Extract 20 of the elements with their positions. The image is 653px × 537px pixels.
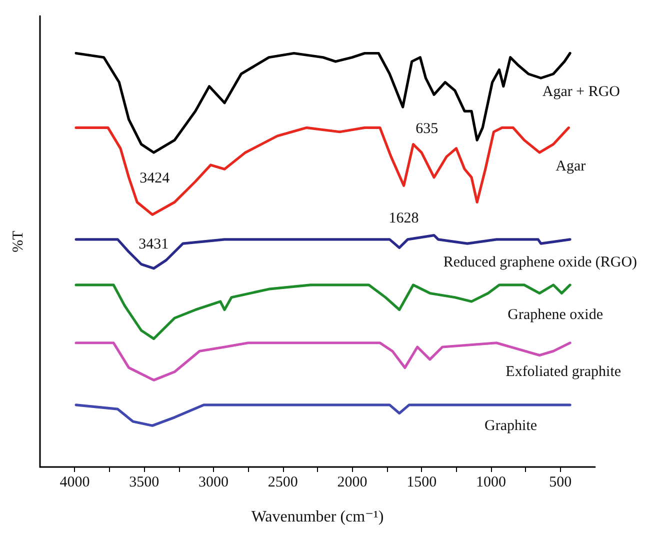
x-tick-label: 1000	[476, 474, 506, 490]
series-label: Reduced graphene oxide (RGO)	[443, 254, 638, 270]
series-label: Exfoliated graphite	[506, 364, 622, 380]
annotation: 3431	[138, 236, 169, 253]
x-tick-label: 1500	[406, 474, 437, 490]
x-axis-title: Wavenumber (cm⁻¹)	[251, 508, 384, 526]
annotation: 1628	[388, 210, 419, 227]
x-tick-label: 3500	[129, 474, 160, 490]
x-tick-label: 2500	[268, 474, 298, 490]
series-label: Graphene oxide	[508, 306, 604, 323]
annotation: 635	[416, 121, 438, 138]
x-tick-label: 2000	[337, 474, 368, 490]
series-label: Agar + RGO	[542, 84, 620, 100]
x-tick-label: 500	[549, 474, 572, 490]
y-axis-title: %T	[10, 230, 26, 252]
series-label: Agar	[556, 158, 586, 175]
x-tick-label: 4000	[60, 474, 90, 490]
annotation: 3424	[140, 170, 170, 187]
series-label: Graphite	[484, 418, 538, 434]
x-tick-label: 3000	[198, 474, 228, 490]
